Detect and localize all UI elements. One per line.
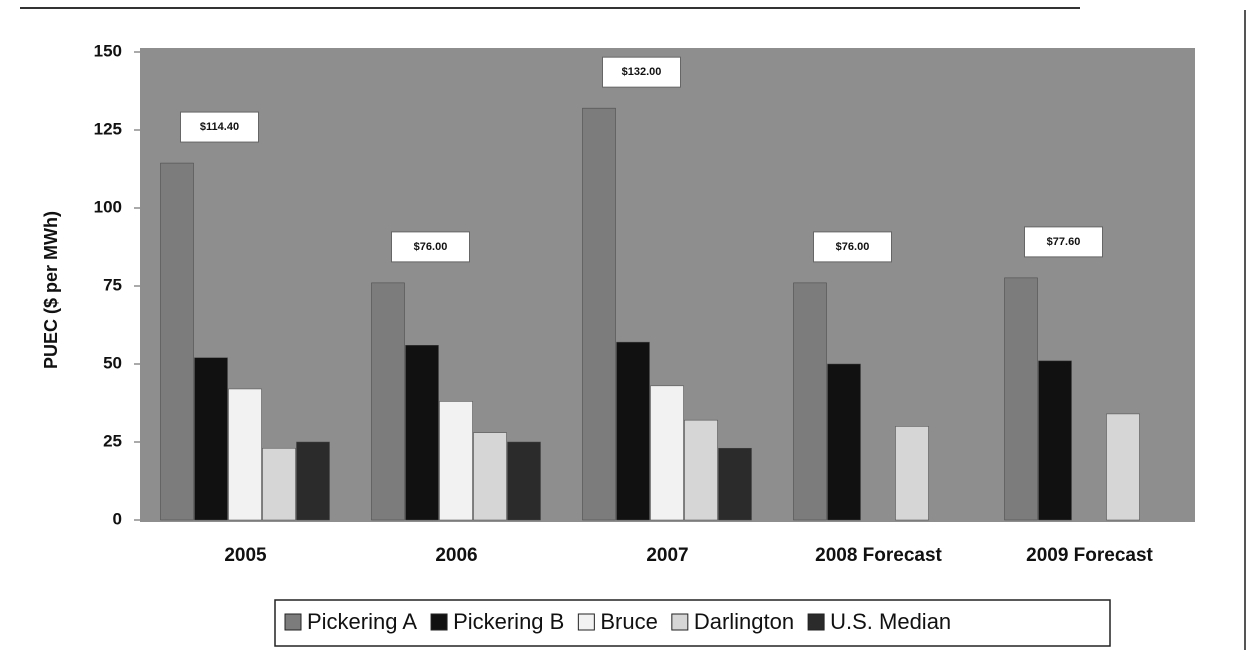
bar bbox=[507, 441, 541, 521]
bar bbox=[371, 282, 405, 521]
bar bbox=[439, 401, 473, 521]
x-tick-label: 2008 Forecast bbox=[815, 545, 942, 566]
bar bbox=[895, 426, 929, 521]
bar bbox=[160, 162, 194, 521]
value-label-box bbox=[602, 56, 681, 88]
legend-box bbox=[274, 599, 1111, 647]
value-label: $114.40 bbox=[200, 121, 239, 133]
legend-label: Pickering A bbox=[307, 609, 417, 634]
y-tick-label: 75 bbox=[103, 275, 122, 294]
legend-label: U.S. Median bbox=[830, 609, 951, 634]
y-tick-label: 125 bbox=[94, 119, 122, 138]
x-tick-label: 2007 bbox=[646, 545, 688, 566]
bar bbox=[616, 341, 650, 521]
bar bbox=[228, 388, 262, 521]
bar bbox=[296, 441, 330, 521]
bar bbox=[1038, 360, 1072, 521]
bar bbox=[1106, 413, 1140, 521]
legend-swatch bbox=[577, 613, 595, 631]
bar bbox=[718, 447, 752, 521]
legend-swatch bbox=[284, 613, 302, 631]
y-tick-label: 0 bbox=[113, 509, 122, 528]
value-label: $76.00 bbox=[836, 241, 870, 253]
bar bbox=[473, 432, 507, 521]
x-tick-label: 2005 bbox=[224, 545, 267, 566]
bar bbox=[262, 447, 296, 521]
legend-label: Darlington bbox=[694, 609, 794, 634]
bar bbox=[582, 107, 616, 521]
y-tick-label: 25 bbox=[103, 431, 122, 450]
bar bbox=[827, 363, 861, 521]
value-label-box bbox=[1024, 226, 1103, 258]
value-label: $77.60 bbox=[1047, 236, 1081, 248]
y-tick-label: 100 bbox=[94, 197, 122, 216]
bar bbox=[405, 345, 439, 521]
value-label: $76.00 bbox=[414, 241, 448, 253]
legend-label: Bruce bbox=[600, 609, 657, 634]
legend-label: Pickering B bbox=[453, 609, 564, 634]
value-label: $132.00 bbox=[622, 66, 662, 78]
legend-swatch bbox=[671, 613, 689, 631]
value-label-box bbox=[813, 231, 892, 263]
x-tick-label: 2006 bbox=[435, 545, 477, 566]
bar bbox=[194, 357, 228, 521]
y-tick-label: 150 bbox=[94, 41, 122, 60]
bar bbox=[1004, 277, 1038, 521]
bar bbox=[650, 385, 684, 521]
value-label-box bbox=[391, 231, 470, 263]
y-tick-label: 50 bbox=[103, 353, 122, 372]
value-label-box bbox=[180, 111, 259, 143]
legend-swatch bbox=[430, 613, 448, 631]
x-tick-label: 2009 Forecast bbox=[1026, 545, 1153, 566]
bar bbox=[684, 419, 718, 521]
bar bbox=[793, 282, 827, 521]
y-axis-title: PUEC ($ per MWh) bbox=[41, 211, 61, 369]
legend-swatch bbox=[807, 613, 825, 631]
